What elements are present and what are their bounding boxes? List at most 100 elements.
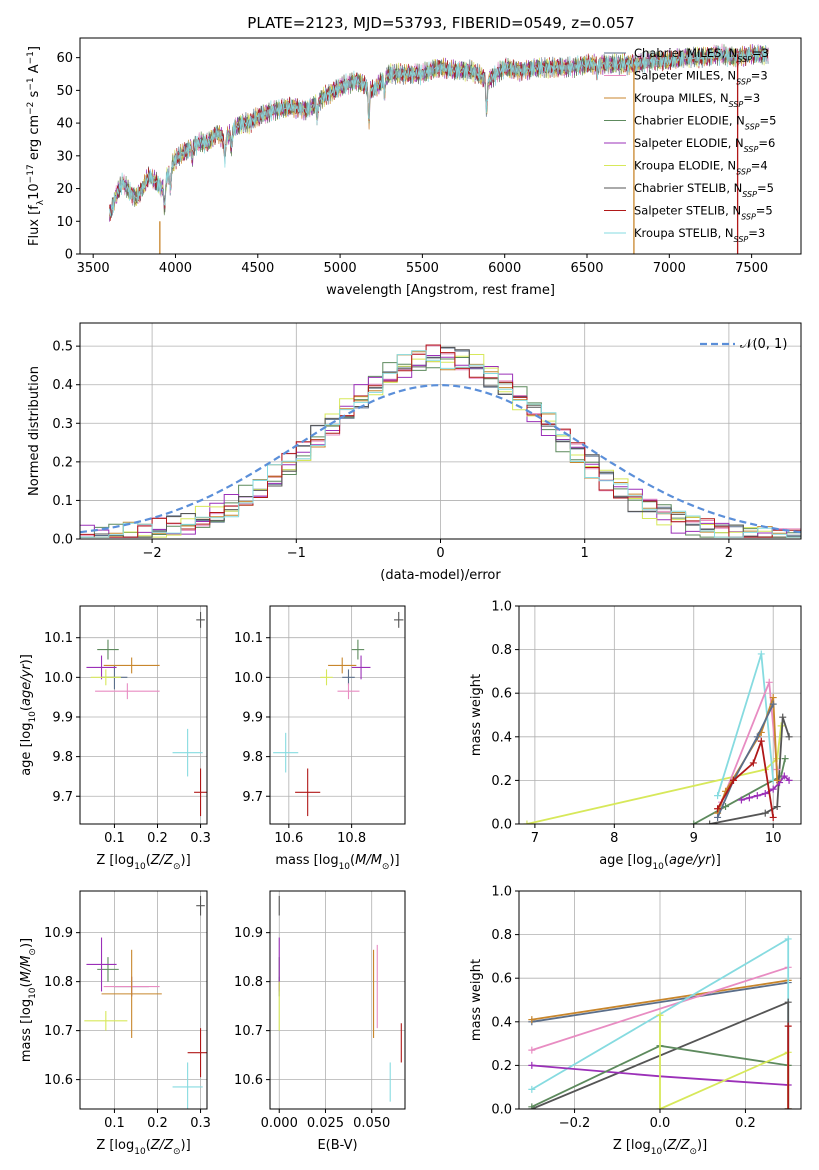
weight-marker <box>773 803 781 811</box>
weight-marker <box>656 1105 664 1109</box>
legend-label-chabrier-stelib: Chabrier STELIB, NSSP=5 <box>634 181 774 199</box>
x-tick-label: 4000 <box>159 261 192 276</box>
y-tick-label: 0.5 <box>52 340 73 355</box>
grid-mass-vs-ebv <box>270 891 405 1109</box>
legend-label-kroupa-stelib: Kroupa STELIB, NSSP=3 <box>634 226 765 244</box>
x-tick-label: 5500 <box>406 261 439 276</box>
weight-marker <box>784 935 792 943</box>
y-tick-label: 10.0 <box>234 671 263 686</box>
x-tick-label: 0.050 <box>353 1116 390 1131</box>
legend-label-chabrier-miles: Chabrier MILES, NSSP=3 <box>634 46 769 64</box>
y-tick-label: 10.6 <box>44 1073 73 1088</box>
weight-marker <box>753 792 761 800</box>
y-tick-label: 10.1 <box>44 631 73 646</box>
axes-frame <box>518 605 802 825</box>
y-tick-label: 10 <box>56 215 73 230</box>
x-tick-label: 7 <box>531 831 539 846</box>
x-tick-label: 0.2 <box>147 1116 168 1131</box>
weight-line-kroupa-elodie <box>526 725 782 824</box>
weight-marker <box>528 1061 536 1069</box>
y-tick-label: 40 <box>56 117 73 132</box>
y-tick-label: 10.8 <box>44 975 73 990</box>
y-tick-label: 10.7 <box>44 1024 73 1039</box>
y-tick-label: 10.8 <box>234 975 263 990</box>
y-tick-label: 1.0 <box>491 600 512 615</box>
plot-area-spectrum <box>109 43 769 254</box>
weight-marker <box>714 813 722 821</box>
y-tick-label: 0.0 <box>52 533 73 548</box>
axis-label: age [log10(age/yr)] <box>19 654 38 776</box>
axis-label: Z [log10(Z/Z⊙)] <box>96 853 190 872</box>
y-tick-label: 0.2 <box>491 774 512 789</box>
weight-marker <box>753 733 761 741</box>
y-tick-label: 0.6 <box>491 687 512 702</box>
weight-line-chabrier-elodie <box>693 758 786 824</box>
legend-label-salpeter-miles: Salpeter MILES, NSSP=3 <box>634 69 768 87</box>
x-tick-label: 0.2 <box>147 831 168 846</box>
figure-title: PLATE=2123, MJD=53793, FIBERID=0549, z=0… <box>247 14 634 32</box>
x-tick-label: −2 <box>143 546 162 561</box>
spectrum-line-kroupa-stelib <box>109 44 769 217</box>
grid-age-vs-Z <box>80 606 207 824</box>
weight-marker <box>528 1016 536 1024</box>
weight-line-chabrier-miles <box>531 981 789 1023</box>
y-tick-label: 0.8 <box>491 643 512 658</box>
axes-mass-vs-Z: 0.1 0.2 0.3 10.6 10.7 10.8 10.9 <box>44 890 211 1131</box>
axes-residual-hist: −2 −1 0 1 2 0.0 0.1 0.2 0.3 0.4 0.5 <box>52 322 802 561</box>
y-tick-label: 0.8 <box>491 928 512 943</box>
x-tick-label: 3500 <box>77 261 110 276</box>
axis-label: Flux [fλ10−17 erg cm−2 s−1 A−1] <box>26 46 46 246</box>
x-tick-label: 4500 <box>241 261 274 276</box>
x-tick-label: 7500 <box>735 261 768 276</box>
legend-label-kroupa-miles: Kroupa MILES, NSSP=3 <box>634 91 760 109</box>
axes-age-vs-Z: 0.1 0.2 0.3 9.7 9.8 9.9 10.0 10.1 <box>44 605 211 846</box>
plot-area-age-vs-Z <box>86 611 207 817</box>
axes-mass-weight-vs-Z: −0.2 0.0 0.2 0.0 0.2 0.4 0.6 0.8 1.0 <box>491 885 802 1131</box>
legend-label-salpeter-stelib: Salpeter STELIB, NSSP=5 <box>634 204 773 222</box>
axes-frame <box>79 37 802 255</box>
weight-marker <box>714 805 722 813</box>
weight-marker <box>785 776 793 784</box>
weight-marker <box>784 1105 792 1109</box>
axes-age-vs-mass: 10.6 10.8 9.7 9.8 9.9 10.0 10.1 <box>234 605 406 846</box>
axes-frame <box>79 605 208 825</box>
y-tick-label: 0.3 <box>52 417 73 432</box>
ebv-xlabel: E(B-V) <box>317 1138 357 1153</box>
x-tick-label: 6500 <box>570 261 603 276</box>
x-tick-label: 0.0 <box>650 1116 671 1131</box>
axes-spectrum: 3500 4000 4500 5000 5500 6000 6500 7000 7500 0 10 2… <box>56 37 802 276</box>
x-tick-label: −0.2 <box>559 1116 591 1131</box>
axes-mass-weight-vs-age: 7 8 9 10 0.0 0.2 0.4 0.6 0.8 1.0 <box>491 600 802 846</box>
x-tick-label: 7000 <box>653 261 686 276</box>
axes-frame <box>79 890 208 1110</box>
weight-line-kroupa-miles <box>531 979 789 1021</box>
y-tick-label: 10.7 <box>234 1024 263 1039</box>
y-tick-label: 0.1 <box>52 494 73 509</box>
weight-marker <box>757 737 765 745</box>
weight-marker <box>773 776 781 784</box>
x-tick-label: 10.8 <box>337 831 366 846</box>
weight-marker <box>761 809 769 817</box>
plot-area-age-vs-mass <box>273 611 404 817</box>
y-tick-label: 0.0 <box>491 818 512 833</box>
hist-xlabel: (data-model)/error <box>380 568 501 583</box>
axis-label: age [log10(age/yr)] <box>599 853 721 872</box>
weight-marker <box>656 1011 664 1019</box>
weight-ylabel: mass weight <box>469 674 484 756</box>
axis-label: Z [log10(Z/Z⊙)] <box>96 1138 190 1157</box>
weight-line-salpeter-miles <box>531 966 789 1051</box>
y-tick-label: 9.8 <box>52 750 73 765</box>
hist-kroupa-stelib <box>80 350 801 539</box>
weight-marker <box>690 820 698 824</box>
x-tick-label: 5000 <box>324 261 357 276</box>
x-tick-label: 0.1 <box>104 1116 125 1131</box>
hist-chabrier-stelib <box>80 346 801 539</box>
y-tick-label: 10.1 <box>234 631 263 646</box>
y-tick-label: 9.9 <box>52 710 73 725</box>
legend-label-chabrier-elodie: Chabrier ELODIE, NSSP=5 <box>634 114 776 132</box>
grid-age-vs-mass <box>270 606 405 824</box>
axis-label: mass [log10(M/M⊙)] <box>19 938 38 1062</box>
weight-line-chabrier-miles <box>716 703 775 818</box>
plot-area-mass-weight-vs-Z <box>528 935 792 1109</box>
